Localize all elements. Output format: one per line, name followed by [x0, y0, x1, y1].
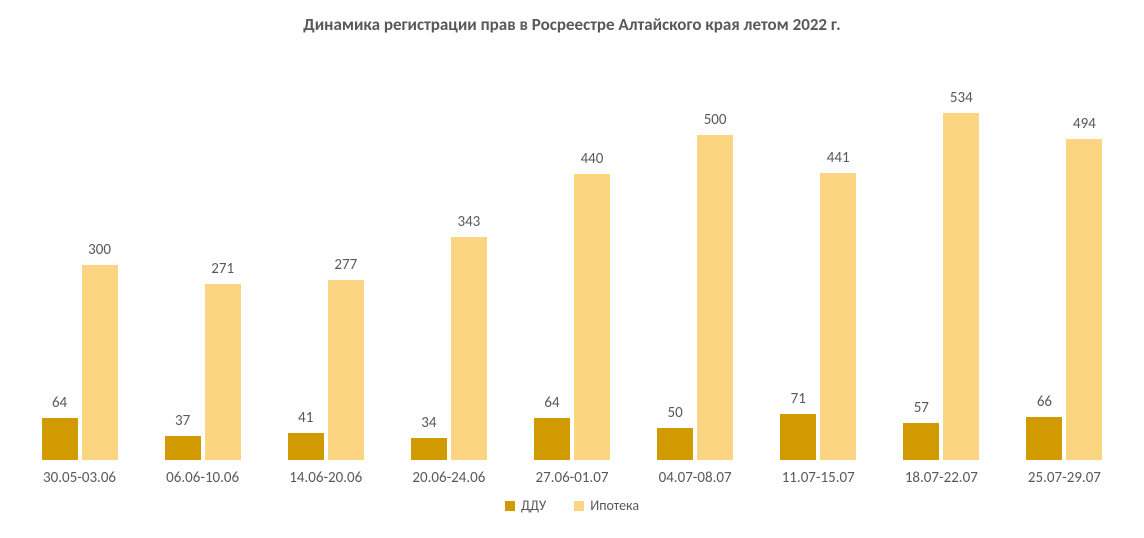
bar: [903, 423, 939, 460]
legend-item: ДДУ: [505, 497, 546, 514]
data-label: 64: [544, 394, 559, 412]
bar-wrap: 500: [697, 41, 733, 460]
bar-wrap: 37: [165, 41, 201, 460]
legend-swatch: [505, 501, 515, 511]
bar: [205, 284, 241, 460]
data-label: 41: [298, 409, 313, 427]
bar: [657, 428, 693, 461]
bar-group: 37 271: [141, 41, 264, 460]
bar-wrap: 440: [574, 41, 610, 460]
data-label: 66: [1037, 393, 1052, 411]
bar: [780, 414, 816, 460]
data-label: 71: [791, 390, 806, 408]
x-axis-label: 30.05-03.06: [18, 469, 141, 487]
bar: [574, 174, 610, 460]
bar-wrap: 71: [780, 41, 816, 460]
legend-item: Ипотека: [574, 497, 639, 514]
x-axis-label: 06.06-10.06: [141, 469, 264, 487]
bar-wrap: 271: [205, 41, 241, 460]
bar-wrap: 41: [288, 41, 324, 460]
bar-wrap: 64: [42, 41, 78, 460]
bar-group: 34 343: [387, 41, 510, 460]
bar: [82, 265, 118, 460]
bar: [697, 135, 733, 460]
data-label: 34: [421, 414, 436, 432]
bar: [820, 173, 856, 460]
bar-wrap: 441: [820, 41, 856, 460]
bar-wrap: 50: [657, 41, 693, 460]
bar-group: 41 277: [264, 41, 387, 460]
bar: [1066, 139, 1102, 460]
bar: [534, 418, 570, 460]
data-label: 57: [914, 399, 929, 417]
x-axis-label: 04.07-08.07: [634, 469, 757, 487]
legend-swatch: [574, 501, 584, 511]
data-label: 277: [334, 256, 357, 274]
x-axis-label: 20.06-24.06: [387, 469, 510, 487]
bar-group: 64 300: [18, 41, 141, 460]
data-label: 343: [457, 213, 480, 231]
legend-label: ДДУ: [521, 497, 546, 514]
x-axis-label: 27.06-01.07: [510, 469, 633, 487]
bar: [451, 237, 487, 460]
data-label: 440: [581, 150, 604, 168]
bar-wrap: 494: [1066, 41, 1102, 460]
x-axis-label: 11.07-15.07: [757, 469, 880, 487]
bar-wrap: 534: [943, 41, 979, 460]
data-label: 300: [88, 241, 111, 259]
data-label: 271: [211, 260, 234, 278]
x-axis: 30.05-03.0606.06-10.0614.06-20.0620.06-2…: [18, 469, 1126, 487]
bar-wrap: 343: [451, 41, 487, 460]
bar-wrap: 66: [1026, 41, 1062, 460]
bar: [1026, 417, 1062, 460]
chart-container: Динамика регистрации прав в Росреестре А…: [0, 0, 1144, 538]
bar-wrap: 57: [903, 41, 939, 460]
bar-group: 64 440: [510, 41, 633, 460]
bar-wrap: 34: [411, 41, 447, 460]
data-label: 500: [704, 111, 727, 129]
bar: [165, 436, 201, 460]
data-label: 50: [667, 404, 682, 422]
legend-label: Ипотека: [590, 497, 639, 514]
data-label: 494: [1073, 115, 1096, 133]
x-axis-label: 18.07-22.07: [880, 469, 1003, 487]
data-label: 64: [52, 394, 67, 412]
plot-area: 64 300 37 271 41 277 34 343 64 440 50 500 71 441 57 534…: [18, 41, 1126, 461]
bar-wrap: 64: [534, 41, 570, 460]
legend: ДДУ Ипотека: [18, 497, 1126, 514]
bar-group: 71 441: [757, 41, 880, 460]
bar-group: 57 534: [880, 41, 1003, 460]
data-label: 534: [950, 89, 973, 107]
bar: [411, 438, 447, 460]
bar: [328, 280, 364, 460]
bar-wrap: 300: [82, 41, 118, 460]
data-label: 37: [175, 412, 190, 430]
x-axis-label: 14.06-20.06: [264, 469, 387, 487]
bar-group: 66 494: [1003, 41, 1126, 460]
bar: [42, 418, 78, 460]
chart-title: Динамика регистрации прав в Росреестре А…: [18, 14, 1126, 35]
bar: [288, 433, 324, 460]
bar-wrap: 277: [328, 41, 364, 460]
bar-group: 50 500: [634, 41, 757, 460]
bar: [943, 113, 979, 460]
x-axis-label: 25.07-29.07: [1003, 469, 1126, 487]
data-label: 441: [827, 149, 850, 167]
